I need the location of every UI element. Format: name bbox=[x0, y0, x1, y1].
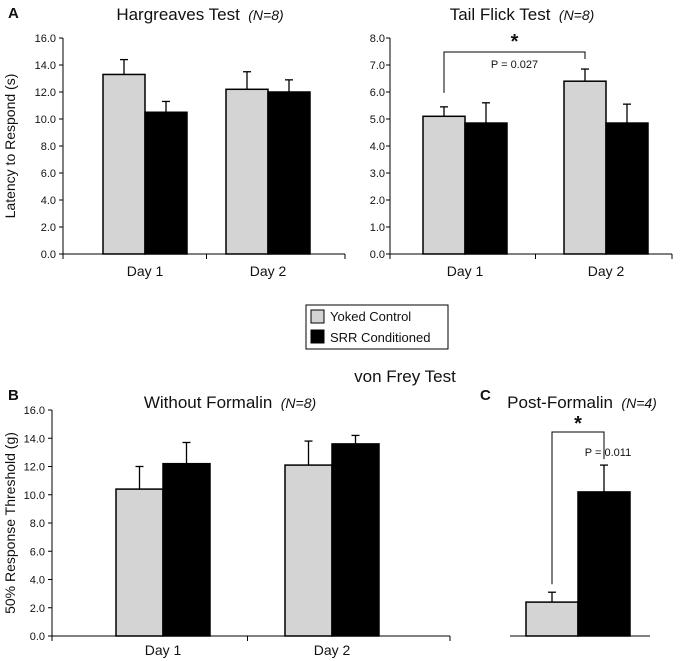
tailflick-y-tick-label: 3.0 bbox=[370, 168, 385, 180]
tailflick-y-tick-label: 5.0 bbox=[370, 114, 385, 126]
post-formalin-title-text: Post-Formalin bbox=[507, 393, 613, 412]
y-axis-label-latency: Latency to Respond (s) bbox=[2, 74, 18, 219]
without-formalin-y-tick-label: 2.0 bbox=[30, 603, 45, 615]
panel-letter-a: A bbox=[8, 5, 19, 22]
tailflick-chart: 0.0 1.0 2.0 3.0 4.0 5.0 6.0 7.0 8.0 Day 1 Day 2 * P … bbox=[370, 31, 673, 279]
without-formalin-chart: 0.0 2.0 4.0 6.0 8.0 10.0 12.0 14.0 16.0 Day 1 Day … bbox=[24, 405, 451, 658]
legend-box bbox=[305, 304, 449, 350]
charts-layer: 0.0 2.0 4.0 6.0 8.0 10.0 12.0 14.0 16.0 Day 1 Day … bbox=[24, 31, 673, 658]
without-formalin-y-tick-label: 6.0 bbox=[30, 546, 45, 558]
hargreaves-title: Hargreaves Test (N=8) bbox=[116, 5, 283, 24]
hargreaves-y-tick-label: 6.0 bbox=[41, 168, 56, 180]
without-formalin-category-label: Day 2 bbox=[314, 642, 351, 658]
hargreaves-bar-control bbox=[102, 73, 146, 255]
tailflick-title: Tail Flick Test (N=8) bbox=[450, 5, 595, 24]
tailflick-category-label: Day 2 bbox=[588, 263, 625, 279]
without-formalin-y-tick-label: 14.0 bbox=[24, 433, 45, 445]
hargreaves-y-tick-label: 0.0 bbox=[41, 249, 56, 261]
without-formalin-y-tick-label: 0.0 bbox=[30, 631, 45, 643]
hargreaves-y-tick-label: 14.0 bbox=[35, 60, 56, 72]
without-formalin-y-tick-label: 4.0 bbox=[30, 575, 45, 587]
without-formalin-title: Without Formalin (N=8) bbox=[144, 393, 316, 412]
tailflick-bar-srr bbox=[464, 122, 508, 255]
hargreaves-chart: 0.0 2.0 4.0 6.0 8.0 10.0 12.0 14.0 16.0 Day 1 Day … bbox=[35, 33, 346, 279]
tailflick-bar-srr bbox=[605, 122, 649, 255]
without-formalin-bar-control bbox=[115, 488, 164, 637]
tailflick-significance-bracket bbox=[443, 51, 586, 93]
panel-letter-c: C bbox=[480, 387, 491, 404]
hargreaves-title-text: Hargreaves Test bbox=[116, 5, 240, 24]
hargreaves-bar-srr bbox=[267, 91, 311, 255]
tailflick-y-tick-label: 1.0 bbox=[370, 222, 385, 234]
tailflick-y-tick-label: 6.0 bbox=[370, 87, 385, 99]
without-formalin-y-tick-label: 16.0 bbox=[24, 405, 45, 417]
without-formalin-y-tick-label: 12.0 bbox=[24, 462, 45, 474]
tailflick-y-tick-label: 2.0 bbox=[370, 195, 385, 207]
tailflick-bar-control bbox=[563, 80, 607, 255]
hargreaves-category-label: Day 1 bbox=[127, 263, 164, 279]
legend-label-srr: SRR Conditioned bbox=[330, 330, 430, 345]
post-formalin-bar-control bbox=[525, 601, 579, 637]
post-formalin-significance-star: * bbox=[574, 413, 582, 435]
post-formalin-bar-srr bbox=[577, 491, 631, 637]
von-frey-title: von Frey Test bbox=[354, 367, 456, 386]
tailflick-title-text: Tail Flick Test bbox=[450, 5, 551, 24]
post-formalin-significance-bracket bbox=[551, 431, 605, 585]
tailflick-significance-star: * bbox=[511, 31, 519, 53]
hargreaves-category-label: Day 2 bbox=[250, 263, 287, 279]
tailflick-category-label: Day 1 bbox=[447, 263, 484, 279]
hargreaves-bar-control bbox=[225, 88, 269, 255]
hargreaves-y-tick-label: 16.0 bbox=[35, 33, 56, 45]
without-formalin-bar-srr bbox=[331, 443, 380, 637]
hargreaves-y-tick-label: 4.0 bbox=[41, 195, 56, 207]
hargreaves-title-n: (N=8) bbox=[248, 7, 283, 23]
post-formalin-title-n: (N=4) bbox=[621, 395, 656, 411]
hargreaves-y-tick-label: 10.0 bbox=[35, 114, 56, 126]
without-formalin-y-tick-label: 8.0 bbox=[30, 518, 45, 530]
hargreaves-y-tick-label: 8.0 bbox=[41, 141, 56, 153]
tailflick-y-tick-label: 7.0 bbox=[370, 60, 385, 72]
without-formalin-y-tick-label: 10.0 bbox=[24, 490, 45, 502]
tailflick-y-tick-label: 8.0 bbox=[370, 33, 385, 45]
without-formalin-bar-control bbox=[284, 464, 333, 637]
post-formalin-p-value: P = 0.011 bbox=[585, 447, 631, 459]
tailflick-y-tick-label: 0.0 bbox=[370, 249, 385, 261]
y-axis-label-threshold: 50% Response Threshold (g) bbox=[2, 432, 18, 614]
tailflick-y-tick-label: 4.0 bbox=[370, 141, 385, 153]
legend-swatch-control bbox=[310, 309, 325, 324]
without-formalin-bar-srr bbox=[162, 462, 211, 637]
without-formalin-category-label: Day 1 bbox=[145, 642, 182, 658]
hargreaves-y-tick-label: 2.0 bbox=[41, 222, 56, 234]
post-formalin-chart: *P = 0.011 bbox=[510, 413, 650, 637]
hargreaves-y-tick-label: 12.0 bbox=[35, 87, 56, 99]
legend: Yoked Control SRR Conditioned bbox=[305, 304, 449, 350]
tailflick-bar-control bbox=[422, 115, 466, 255]
legend-swatch-srr bbox=[310, 329, 325, 344]
legend-label-control: Yoked Control bbox=[330, 309, 411, 324]
without-formalin-title-text: Without Formalin bbox=[144, 393, 272, 412]
tailflick-title-n: (N=8) bbox=[559, 7, 594, 23]
panel-letter-b: B bbox=[8, 387, 19, 404]
tailflick-p-value: P = 0.027 bbox=[491, 59, 538, 71]
without-formalin-title-n: (N=8) bbox=[281, 395, 316, 411]
hargreaves-bar-srr bbox=[144, 111, 188, 255]
post-formalin-title: Post-Formalin (N=4) bbox=[507, 393, 657, 412]
